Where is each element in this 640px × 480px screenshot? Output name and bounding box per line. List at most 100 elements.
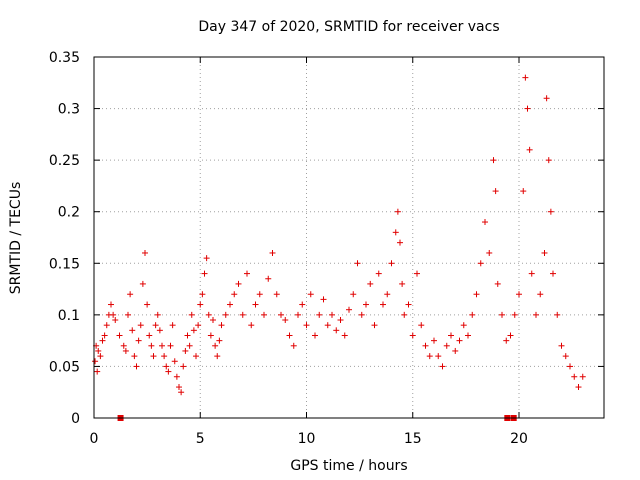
data-point — [222, 311, 229, 318]
data-point — [144, 301, 151, 308]
data-point — [148, 342, 155, 349]
data-point — [207, 332, 214, 339]
data-point — [384, 291, 391, 298]
data-point — [541, 249, 548, 256]
data-point — [522, 74, 529, 81]
data-point — [295, 311, 301, 318]
data-point — [394, 208, 401, 215]
axis-ticks — [93, 56, 604, 419]
data-point — [469, 311, 476, 318]
data-point — [562, 353, 569, 360]
plot-frame — [93, 56, 605, 419]
data-point — [152, 322, 159, 329]
data-point — [180, 363, 187, 370]
data-points — [92, 74, 586, 396]
data-point — [261, 311, 267, 318]
data-point — [490, 157, 497, 164]
data-point — [212, 342, 219, 349]
data-point — [248, 322, 255, 329]
data-point — [409, 332, 416, 339]
data-point — [543, 95, 550, 102]
data-point — [388, 260, 395, 267]
data-point — [156, 327, 163, 334]
data-point — [173, 373, 180, 380]
data-point — [150, 353, 157, 360]
data-point — [205, 311, 212, 318]
data-point — [537, 291, 544, 298]
data-point — [286, 332, 293, 339]
data-point — [350, 291, 357, 298]
data-point — [127, 291, 134, 298]
data-point — [120, 342, 127, 349]
data-point — [422, 342, 429, 349]
data-point — [256, 291, 263, 298]
data-point — [103, 322, 110, 329]
data-point — [112, 317, 119, 324]
data-point — [399, 280, 406, 287]
y-tick-label: 0.25 — [49, 153, 80, 169]
data-point — [110, 311, 117, 318]
data-point — [375, 270, 382, 277]
data-point — [108, 301, 114, 308]
data-point — [216, 337, 223, 344]
data-point — [443, 342, 450, 349]
data-point — [92, 358, 99, 365]
x-tick-label: 5 — [196, 431, 205, 447]
data-point — [99, 337, 106, 344]
data-point — [320, 296, 327, 303]
data-point — [571, 373, 578, 380]
y-tick-label: 0.15 — [49, 256, 80, 272]
data-point — [524, 105, 531, 112]
data-point — [575, 384, 582, 391]
data-point — [452, 347, 459, 354]
data-point — [473, 291, 480, 298]
data-point — [197, 301, 204, 308]
x-tick-label: 0 — [90, 431, 99, 447]
data-point — [426, 353, 433, 360]
data-point — [190, 327, 197, 334]
data-point — [116, 332, 123, 339]
grid-lines — [94, 57, 604, 418]
y-tick-labels: 0 0.05 0.1 0.15 0.2 0.25 0.3 0.35 — [49, 50, 80, 427]
data-point — [176, 384, 182, 391]
data-point — [142, 249, 148, 256]
data-point — [182, 347, 189, 354]
data-point — [554, 311, 561, 318]
x-axis-label: GPS time / hours — [290, 458, 407, 474]
data-point — [199, 291, 206, 298]
x-tick-labels: 0 5 10 15 20 — [90, 431, 528, 447]
x-tick-label: 10 — [298, 431, 316, 447]
data-point — [303, 322, 310, 329]
data-point — [499, 311, 505, 318]
data-point — [465, 332, 471, 339]
data-point — [397, 239, 403, 246]
data-point — [133, 363, 140, 370]
data-point — [526, 146, 533, 153]
data-point — [528, 270, 535, 277]
data-point — [503, 337, 510, 344]
data-point — [239, 311, 246, 318]
data-point — [290, 342, 297, 349]
data-point — [171, 358, 178, 365]
data-point — [439, 363, 446, 370]
data-point — [380, 301, 386, 308]
data-point — [482, 219, 488, 226]
data-point — [231, 291, 238, 298]
data-point — [312, 332, 318, 339]
data-point — [125, 311, 131, 318]
data-point — [414, 270, 420, 277]
data-point — [392, 229, 399, 236]
data-point — [178, 389, 185, 396]
data-point — [97, 353, 104, 360]
data-point — [201, 270, 208, 277]
data-point — [460, 322, 467, 329]
data-point — [486, 249, 493, 256]
data-point — [299, 301, 306, 308]
data-point — [139, 280, 146, 287]
data-point — [401, 311, 408, 318]
data-point — [188, 311, 195, 318]
data-point — [163, 363, 170, 370]
data-point — [363, 301, 369, 308]
data-point — [210, 317, 216, 324]
